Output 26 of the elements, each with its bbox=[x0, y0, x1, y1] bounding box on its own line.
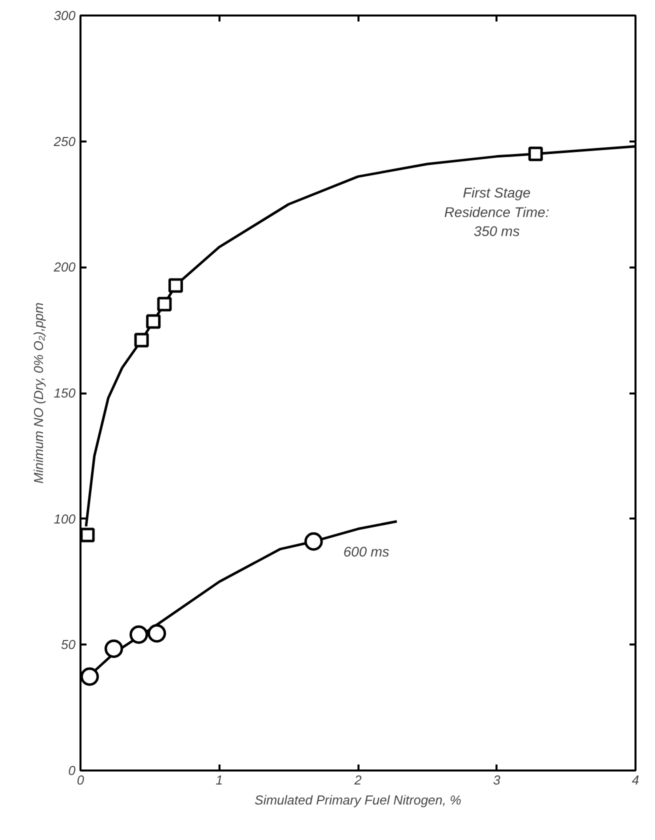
point bbox=[157, 296, 172, 312]
x-axis-title: Simulated Primary Fuel Nitrogen, % bbox=[254, 792, 462, 808]
y-tick-label: 200 bbox=[52, 260, 76, 275]
x-tick-label: 2 bbox=[353, 772, 362, 788]
x-tick-label: 1 bbox=[216, 772, 223, 788]
point bbox=[104, 639, 124, 658]
y-tick-label: 50 bbox=[61, 637, 76, 652]
y-tick-label: 250 bbox=[52, 134, 76, 149]
y-tick-label: 300 bbox=[54, 8, 76, 23]
y-tick-label: 0 bbox=[68, 763, 76, 778]
point bbox=[168, 278, 183, 293]
y-axis-title: Minimum NO (Dry, 0% O₂),ppm bbox=[30, 302, 46, 484]
x-tick-label: 3 bbox=[493, 772, 502, 788]
x-tick-label: 4 bbox=[632, 772, 640, 788]
annotation: 600 ms bbox=[343, 544, 390, 560]
annotation: First Stage Residence Time: 350 ms bbox=[444, 184, 550, 239]
point bbox=[304, 532, 323, 551]
point bbox=[80, 667, 99, 686]
point bbox=[528, 146, 543, 162]
point bbox=[80, 528, 95, 542]
point bbox=[146, 314, 161, 329]
point bbox=[148, 624, 166, 643]
y-tick-label: 150 bbox=[54, 386, 76, 400]
point bbox=[130, 625, 148, 644]
point bbox=[134, 332, 149, 348]
y-tick-label: 100 bbox=[54, 511, 76, 526]
